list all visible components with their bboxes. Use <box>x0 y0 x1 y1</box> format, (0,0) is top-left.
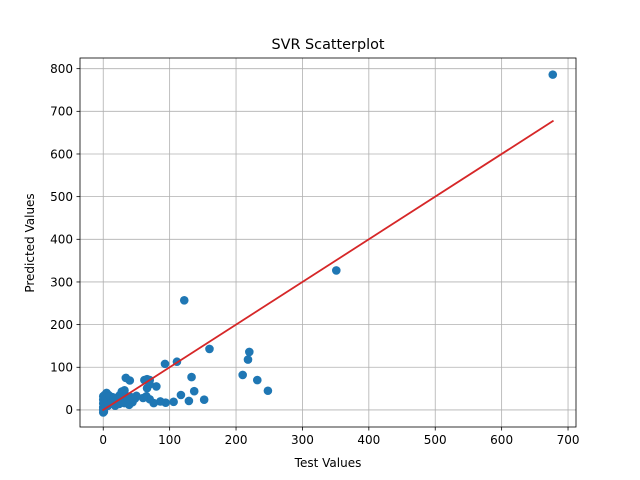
scatter-point <box>121 373 131 383</box>
scatter-point <box>176 390 186 400</box>
x-axis-ticks: 0 100 200 300 400 500 600 700 <box>99 427 579 447</box>
scatter-point <box>145 394 155 404</box>
x-tick-label: 100 <box>158 433 181 447</box>
scatter-point <box>205 344 214 354</box>
y-tick-label: 500 <box>50 190 73 204</box>
scatter-point <box>199 395 209 404</box>
scatter-point <box>189 386 199 396</box>
grid <box>80 58 576 427</box>
scatter-point <box>252 375 262 385</box>
fit-line-group <box>101 119 555 412</box>
x-tick-label: 600 <box>490 433 513 447</box>
y-tick-label: 0 <box>65 403 73 417</box>
y-tick-label: 300 <box>50 275 73 289</box>
x-tick-label: 500 <box>424 433 447 447</box>
scatter-point <box>138 393 148 403</box>
y-tick-label: 200 <box>50 318 73 332</box>
scatter-point <box>331 266 341 275</box>
chart-title: SVR Scatterplot <box>271 37 384 53</box>
x-tick-label: 700 <box>557 433 580 447</box>
scatter-point <box>128 394 138 404</box>
scatter-point <box>245 347 254 357</box>
scatter-point <box>184 396 194 406</box>
scatter-point <box>238 370 247 380</box>
plot-frame <box>79 57 577 428</box>
scatter-point <box>243 355 253 364</box>
y-tick-label: 800 <box>50 62 73 76</box>
scatter-point <box>548 70 558 79</box>
scatter-point <box>187 372 196 382</box>
y-tick-label: 100 <box>50 361 73 375</box>
y-axis-ticks: 0 100 200 300 400 500 600 700 800 <box>50 62 80 417</box>
fit-line <box>101 119 555 412</box>
y-tick-label: 400 <box>50 233 73 247</box>
x-tick-label: 200 <box>225 433 248 447</box>
x-tick-label: 400 <box>357 433 380 447</box>
x-axis-label: Test Values <box>294 456 362 470</box>
y-axis-label: Predicted Values <box>23 193 37 292</box>
y-tick-label: 700 <box>50 105 73 119</box>
scatter-point <box>179 296 189 305</box>
x-tick-label: 0 <box>99 433 107 447</box>
scatter-point <box>156 397 165 406</box>
scatter-point <box>263 386 273 396</box>
scatter-point <box>160 359 170 369</box>
scatter-point <box>169 397 178 407</box>
scatter-point <box>152 382 161 391</box>
x-tick-label: 300 <box>291 433 314 447</box>
scatter-points <box>98 70 558 417</box>
y-tick-label: 600 <box>50 147 73 161</box>
